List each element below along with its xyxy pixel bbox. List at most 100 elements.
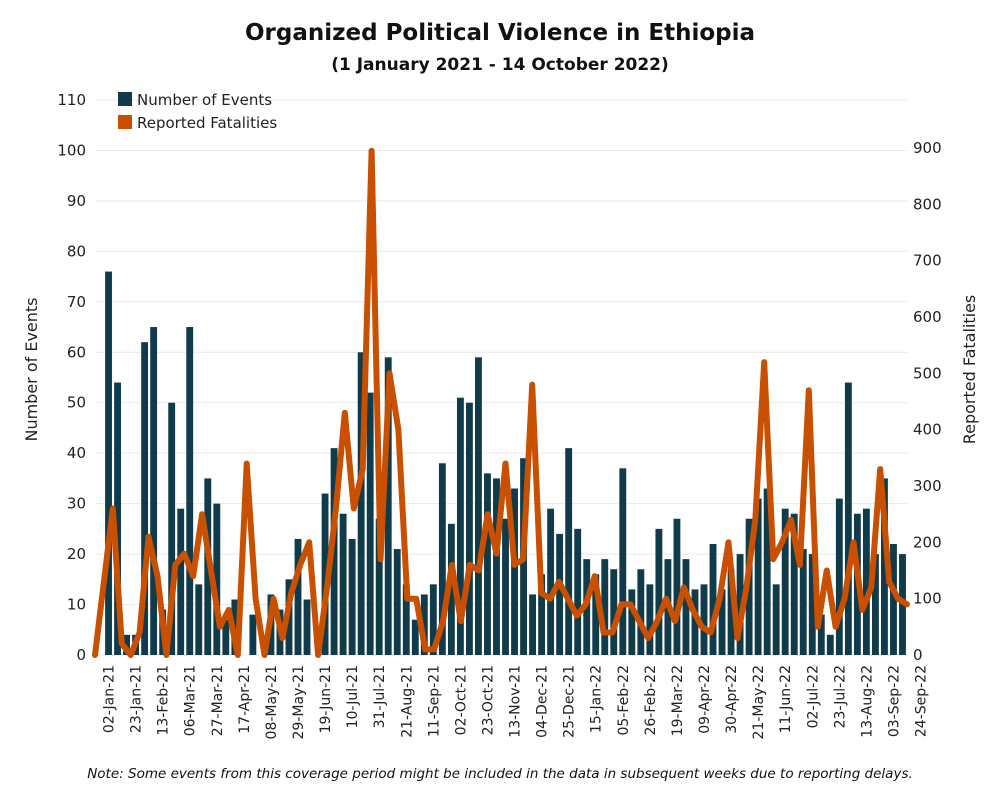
y1-tick-label: 70 [67, 293, 86, 311]
x-tick-label: 11-Jun-22 [778, 665, 794, 733]
events-bar [493, 478, 500, 655]
events-bar [781, 508, 789, 655]
x-tick-label: 23-Jan-21 [129, 665, 145, 733]
events-bar [610, 569, 618, 655]
events-bar [195, 584, 203, 655]
y2-tick-label: 600 [913, 308, 942, 326]
events-bar [547, 508, 555, 655]
events-bar [565, 448, 573, 655]
events-bar [186, 327, 194, 655]
events-bar [177, 508, 185, 655]
events-bar [835, 498, 843, 655]
y1-tick-label: 50 [67, 394, 86, 412]
y2-tick-label: 200 [913, 533, 942, 551]
events-bar [150, 327, 158, 655]
y2-tick-label: 100 [913, 590, 942, 608]
events-bar [881, 478, 888, 655]
events-bar [429, 584, 437, 655]
x-tick-label: 24-Sep-22 [914, 665, 930, 737]
events-bar [456, 397, 464, 655]
x-tick-label: 21-May-22 [751, 665, 767, 739]
events-bar [673, 518, 681, 655]
x-tick-label: 10-Jul-21 [345, 665, 361, 728]
x-tick-label: 02-Jan-21 [102, 665, 118, 733]
y2-tick-label: 800 [913, 195, 942, 213]
events-bar [601, 559, 609, 655]
events-bar [718, 589, 726, 655]
events-bar [754, 498, 762, 655]
events-bar [114, 382, 121, 655]
y1-axis-title: Number of Events [22, 297, 41, 441]
y1-tick-label: 30 [67, 495, 86, 513]
events-bar [790, 513, 798, 655]
x-tick-label: 15-Jan-22 [589, 665, 605, 733]
events-bar [556, 533, 564, 655]
axes: 0 10 20 30 40 50 60 70 80 90 100 110 0 100 200 300 400 50… [22, 91, 979, 739]
events-bar [502, 518, 509, 655]
x-tick-label: 02-Oct-21 [453, 665, 469, 735]
events-bar [438, 463, 446, 655]
events-bar [420, 594, 428, 655]
events-bar [511, 488, 518, 655]
x-tick-label: 27-Mar-21 [210, 665, 226, 736]
y2-tick-label: 500 [913, 364, 942, 382]
events-bar [682, 559, 690, 655]
events-bar [700, 584, 708, 655]
events-bar [529, 594, 537, 655]
x-tick-label: 13-Aug-22 [859, 665, 875, 738]
events-bar [727, 569, 735, 655]
x-tick-label: 31-Jul-21 [372, 665, 388, 728]
x-tick-label: 21-Aug-21 [399, 665, 415, 738]
y1-tick-label: 10 [67, 596, 86, 614]
legend-swatch-events [118, 92, 132, 106]
chart-title: Organized Political Violence in Ethiopia [244, 20, 756, 46]
events-bar [411, 619, 419, 655]
events-bar [691, 589, 699, 655]
events-bar [168, 402, 176, 655]
events-bar [826, 634, 834, 655]
events-bar [357, 352, 365, 655]
y1-tick-label: 80 [67, 242, 86, 260]
y1-tick-label: 40 [67, 444, 86, 462]
events-bar [303, 599, 311, 655]
footnote: Note: Some events from this coverage per… [87, 766, 913, 782]
events-bar [890, 544, 897, 655]
y1-tick-label: 110 [57, 91, 86, 109]
events-bar [655, 528, 663, 655]
events-bar [105, 271, 112, 655]
events-bar [817, 614, 825, 655]
events-bar [339, 513, 347, 655]
x-tick-label: 03-Sep-22 [887, 665, 903, 737]
events-bar [628, 589, 636, 655]
events-bar [772, 584, 780, 655]
x-tick-label: 26-Feb-22 [643, 665, 659, 736]
events-bar [763, 488, 771, 655]
events-bar [123, 634, 131, 655]
events-bar [447, 523, 455, 655]
y1-tick-label: 90 [67, 192, 86, 210]
events-bar [709, 544, 717, 655]
events-bar [574, 528, 582, 655]
y2-tick-label: 900 [913, 139, 942, 157]
events-bar [330, 448, 338, 655]
x-tick-label: 08-May-21 [264, 665, 280, 739]
events-bar [646, 584, 654, 655]
y1-tick-label: 0 [76, 646, 86, 664]
events-bar [141, 342, 149, 655]
events-bar [619, 468, 627, 655]
x-tick-label: 02-Jul-22 [805, 665, 821, 728]
events-bar [871, 554, 879, 655]
events-bar [321, 493, 329, 655]
x-tick-label: 19-Mar-22 [670, 665, 686, 736]
events-bar [862, 508, 870, 655]
x-tick-label: 04-Dec-21 [535, 665, 551, 738]
chart-subtitle: (1 January 2021 - 14 October 2022) [331, 55, 669, 75]
events-bar [808, 554, 816, 655]
y2-tick-label: 700 [913, 252, 942, 270]
events-bar [222, 619, 230, 655]
y2-tick-label: 0 [913, 646, 923, 664]
y1-tick-label: 100 [57, 141, 86, 159]
events-bar [393, 549, 401, 655]
x-tick-label: 06-Mar-21 [183, 665, 199, 736]
events-bar [294, 538, 302, 655]
